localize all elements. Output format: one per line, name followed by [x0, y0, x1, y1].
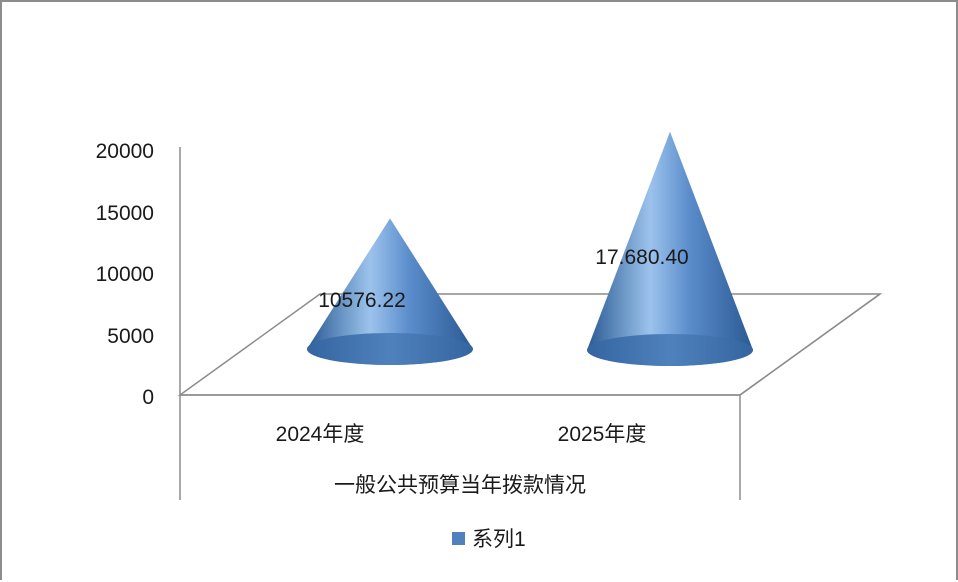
- floor-right-edge: [739, 293, 881, 396]
- x-axis-title: 一般公共预算当年拨款情况: [334, 474, 586, 497]
- data-label-2025: 17.680.40: [595, 246, 688, 269]
- cone-base: [307, 333, 473, 365]
- x-category-label: 2025年度: [558, 423, 647, 446]
- y-tick-label: 20000: [96, 140, 154, 163]
- y-tick-label: 0: [142, 386, 154, 409]
- floor-plane: [177, 293, 883, 396]
- cone-2025: [587, 131, 753, 366]
- cone-base: [587, 334, 753, 366]
- y-tick-label: 10000: [96, 263, 154, 286]
- cone-body: [587, 131, 753, 366]
- y-tick-label: 15000: [96, 202, 154, 225]
- cone-2024: [307, 218, 473, 365]
- data-label-2024: 10576.22: [318, 289, 406, 312]
- legend-entry: 系列1: [472, 528, 526, 551]
- cone-body: [307, 218, 473, 365]
- x-category-label: 2024年度: [276, 423, 365, 446]
- legend-swatch: [452, 532, 465, 545]
- y-tick-label: 5000: [107, 325, 154, 348]
